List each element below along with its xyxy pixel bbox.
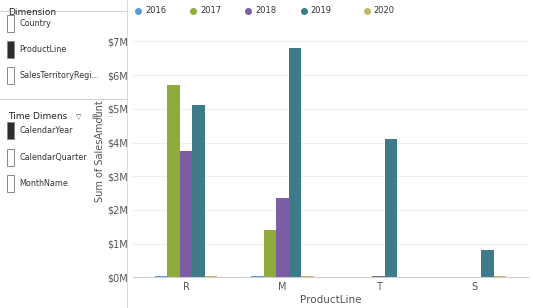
Text: CalendarYear: CalendarYear: [20, 126, 73, 136]
Bar: [155, 276, 167, 277]
Bar: [373, 276, 385, 277]
Bar: [264, 230, 276, 277]
Text: Time Dimens: Time Dimens: [8, 112, 67, 121]
Text: ▽: ▽: [76, 114, 81, 120]
Text: ···: ···: [107, 114, 113, 119]
Bar: [192, 105, 205, 277]
Bar: [251, 276, 264, 277]
Text: CalendarQuarter: CalendarQuarter: [20, 152, 87, 162]
FancyBboxPatch shape: [6, 149, 14, 166]
Text: MonthName: MonthName: [20, 179, 68, 188]
Bar: [288, 48, 301, 277]
X-axis label: ProductLine: ProductLine: [300, 295, 361, 305]
Text: 2019: 2019: [311, 6, 332, 15]
Text: 2018: 2018: [255, 6, 277, 15]
FancyBboxPatch shape: [6, 67, 14, 84]
Text: ProductLine: ProductLine: [20, 45, 67, 54]
Text: Country: Country: [20, 18, 52, 28]
FancyBboxPatch shape: [6, 41, 14, 58]
Bar: [180, 151, 192, 277]
Bar: [205, 276, 217, 277]
FancyBboxPatch shape: [6, 14, 14, 31]
Bar: [385, 139, 397, 277]
Bar: [481, 250, 494, 277]
Bar: [494, 276, 506, 277]
Text: 2016: 2016: [145, 6, 166, 15]
FancyBboxPatch shape: [6, 175, 14, 192]
Y-axis label: Sum of SalesAmount: Sum of SalesAmount: [95, 100, 105, 202]
Text: 2017: 2017: [200, 6, 221, 15]
Text: Dimension: Dimension: [8, 8, 56, 17]
Bar: [276, 198, 288, 277]
Text: SalesTerritoryRegi...: SalesTerritoryRegi...: [20, 71, 100, 80]
Text: ⊞: ⊞: [92, 114, 98, 120]
FancyBboxPatch shape: [6, 122, 14, 139]
Text: 2020: 2020: [374, 6, 395, 15]
Bar: [301, 276, 313, 277]
Bar: [167, 85, 180, 277]
